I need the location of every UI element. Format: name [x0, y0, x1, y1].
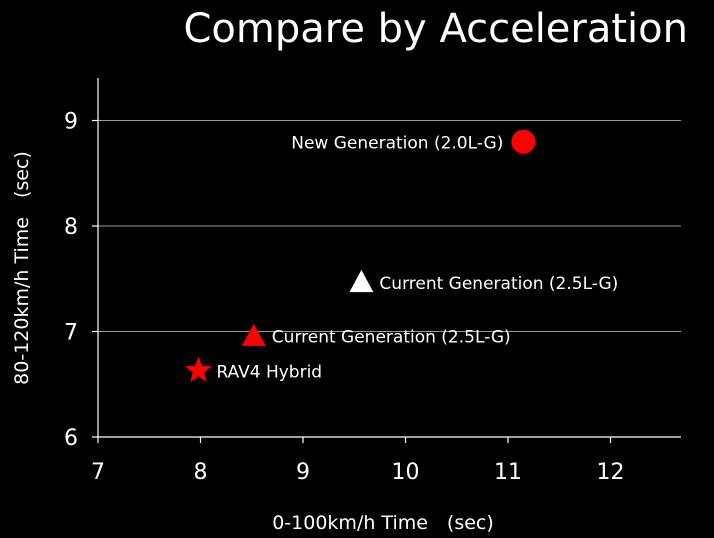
- x-tick-label: 11: [494, 460, 522, 485]
- data-point-circle-1: [511, 129, 536, 154]
- data-points: New Generation (2.0L-G) Current Generatio…: [185, 129, 618, 383]
- data-point-label-1: New Generation (2.0L-G): [291, 134, 503, 154]
- x-tick-label: 9: [296, 460, 310, 485]
- data-point-triangle-2: [349, 269, 374, 293]
- x-tick-label: 8: [194, 460, 208, 485]
- x-tick-label: 7: [91, 460, 105, 485]
- y-tick-label: 7: [64, 321, 78, 346]
- x-axis-label: 0-100km/h Time (sec): [272, 512, 494, 534]
- x-tick-label: 10: [392, 460, 420, 485]
- axes: [97, 78, 681, 438]
- y-axis-label: 80-120km/h Time (sec): [11, 151, 33, 385]
- grid-lines: [98, 120, 681, 332]
- y-tick-label: 8: [64, 215, 78, 240]
- data-point-label-3: Current Generation (2.5L-G): [272, 328, 511, 348]
- chart-title: Compare by Acceleration: [183, 6, 689, 52]
- y-tick-label: 9: [64, 110, 78, 135]
- data-point-label-4: RAV4 Hybrid: [216, 363, 322, 383]
- y-tick-label: 6: [64, 426, 78, 451]
- data-point-label-2: Current Generation (2.5L-G): [379, 274, 618, 294]
- x-tick-label: 12: [597, 460, 625, 485]
- data-point-triangle-3: [241, 323, 266, 346]
- data-point-star-4: [185, 356, 212, 382]
